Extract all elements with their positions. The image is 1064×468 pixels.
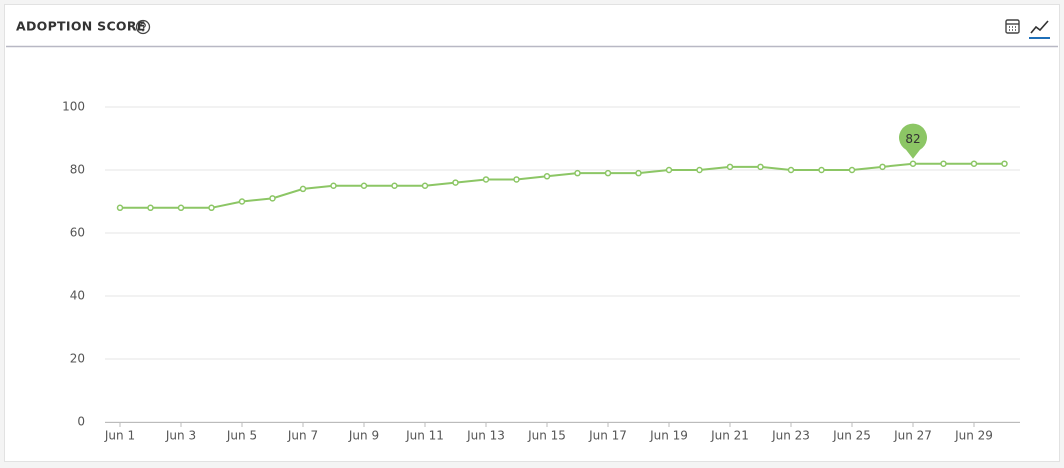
data-point <box>543 173 551 180</box>
data-point <box>726 163 734 171</box>
data-point <box>299 185 307 193</box>
x-tick-label: Jun 21 <box>710 429 749 443</box>
data-point <box>391 182 398 189</box>
data-point <box>116 204 124 212</box>
x-tick-label: Jun 25 <box>832 429 871 443</box>
data-point <box>147 204 154 212</box>
x-tick-label: Jun 7 <box>287 429 318 443</box>
y-tick-label: 0 <box>77 415 85 429</box>
data-point <box>574 169 581 177</box>
series-line <box>120 162 1005 209</box>
data-point <box>696 166 703 174</box>
help-icon[interactable] <box>135 19 151 35</box>
data-point <box>238 198 246 205</box>
data-point <box>970 160 978 167</box>
data-point <box>421 182 429 189</box>
x-tick-label: Jun 23 <box>771 429 810 443</box>
value-label: 82 <box>905 132 920 146</box>
data-point <box>360 182 368 189</box>
x-tick-label: Jun 11 <box>405 429 444 443</box>
x-tick-label: Jun 13 <box>466 429 505 443</box>
data-point <box>665 166 673 174</box>
line-chart-icon[interactable] <box>1029 20 1050 39</box>
data-point <box>787 166 795 174</box>
y-tick-label: 80 <box>70 163 85 177</box>
y-tick-label: 20 <box>70 352 85 366</box>
y-tick-label: 60 <box>70 226 85 240</box>
x-tick-label: Jun 19 <box>649 429 688 443</box>
calendar-icon[interactable] <box>1005 19 1020 34</box>
x-tick-label: Jun 9 <box>348 429 379 443</box>
data-point <box>177 204 185 212</box>
data-point <box>1001 160 1008 167</box>
x-tick-label: Jun 27 <box>893 429 932 443</box>
x-tick-label: Jun 17 <box>588 429 627 443</box>
data-point <box>269 195 276 202</box>
data-point <box>940 160 947 167</box>
data-point <box>757 163 764 171</box>
data-point <box>452 179 459 186</box>
card-title: ADOPTION SCORE <box>16 19 146 34</box>
data-point <box>635 169 642 177</box>
data-point <box>330 182 337 189</box>
data-point <box>513 176 520 183</box>
x-tick-label: Jun 15 <box>527 429 566 443</box>
data-point <box>848 166 856 174</box>
y-tick-label: 100 <box>62 100 85 114</box>
y-tick-label: 40 <box>70 289 85 303</box>
x-tick-label: Jun 29 <box>954 429 993 443</box>
x-tick-label: Jun 1 <box>104 429 135 443</box>
value-pin <box>899 123 927 159</box>
data-point <box>604 169 612 177</box>
data-point <box>208 204 215 212</box>
x-tick-label: Jun 5 <box>226 429 257 443</box>
x-tick-label: Jun 3 <box>165 429 196 443</box>
data-point <box>818 166 825 174</box>
data-point <box>909 160 917 167</box>
data-point <box>482 176 490 183</box>
data-point <box>879 163 886 171</box>
